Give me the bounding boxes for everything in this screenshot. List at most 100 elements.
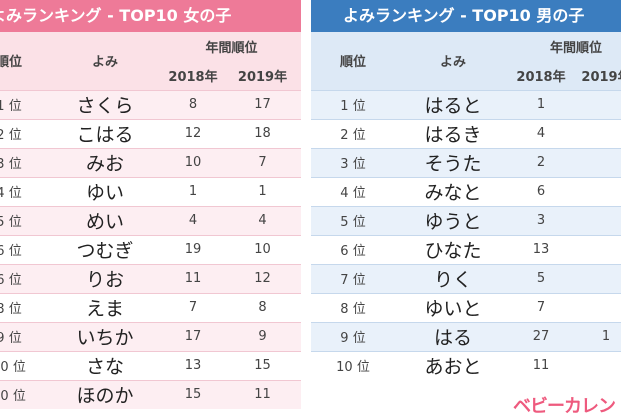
year-2018-cell: 2 [511, 147, 571, 177]
baby-calendar-logo: ベビーカレン [513, 396, 616, 417]
year-2018-cell: 13 [511, 234, 571, 264]
year-2019-cell [571, 263, 621, 293]
rank-header: 順位 [0, 32, 48, 90]
rank-cell: 6 位 [0, 234, 48, 264]
year-2018-cell: 8 [162, 89, 224, 119]
rank-cell: 1 位 [0, 89, 48, 119]
year-2019-cell: 1 [224, 176, 301, 206]
yomi-cell: ゆいと [395, 292, 511, 322]
rank-cell: 10 位 [0, 350, 48, 380]
year-2018-cell: 1 [511, 89, 571, 119]
year-2018-cell: 13 [162, 350, 224, 380]
year-2019-cell [571, 147, 621, 177]
rank-cell: 5 位 [311, 205, 395, 235]
table-row: 6 位ひなた 13 [311, 234, 621, 264]
year-2019-cell: 7 [224, 147, 301, 177]
girls-ranking-table: 順位 よみ 年間順位 2018年 2019年 1 位さくら 8 17 2 位こはる 12… [0, 32, 301, 409]
year-2018-cell: 11 [162, 263, 224, 293]
table-row: 10 位あおと 11 [311, 350, 621, 380]
year-2019-cell: 4 [224, 205, 301, 235]
year-2018-header: 2018年 [162, 61, 224, 90]
yomi-cell: ほのか [48, 379, 162, 409]
table-row: 2 位はるき 4 [311, 118, 621, 148]
boys-title-text: よみランキング - TOP10 男の子 [343, 6, 585, 25]
year-2019-cell [571, 118, 621, 148]
yomi-cell: そうた [395, 147, 511, 177]
year-2018-cell: 15 [162, 379, 224, 409]
rank-cell: 7 位 [311, 263, 395, 293]
yomi-cell: めい [48, 205, 162, 235]
year-2019-cell: 8 [224, 292, 301, 322]
year-2018-cell: 17 [162, 321, 224, 351]
year-2018-cell: 5 [511, 263, 571, 293]
table-row: 6 位りお 11 12 [0, 263, 301, 293]
table-row: 5 位ゆうと 3 [311, 205, 621, 235]
yomi-cell: えま [48, 292, 162, 322]
year-2019-header: 2019年 [571, 61, 621, 90]
year-2019-cell: 17 [224, 89, 301, 119]
rank-cell: 9 位 [0, 321, 48, 351]
year-2018-cell: 11 [511, 350, 571, 380]
year-2018-cell: 12 [162, 118, 224, 148]
table-row: 8 位えま 7 8 [0, 292, 301, 322]
yomi-cell: あおと [395, 350, 511, 380]
girls-ranking-panel: よみランキング - TOP10 女の子 順位 よみ 年間順位 2018年 201… [0, 0, 301, 419]
yomi-cell: みお [48, 147, 162, 177]
year-2018-cell: 19 [162, 234, 224, 264]
annual-rank-header: 年間順位 [162, 32, 301, 61]
rank-cell: 8 位 [311, 292, 395, 322]
rank-cell: 10 位 [311, 350, 395, 380]
table-row: 6 位つむぎ 19 10 [0, 234, 301, 264]
boys-ranking-title: よみランキング - TOP10 男の子 [311, 0, 621, 32]
table-row: 8 位ゆいと 7 [311, 292, 621, 322]
yomi-cell: りく [395, 263, 511, 293]
girls-ranking-title: よみランキング - TOP10 女の子 [0, 0, 301, 32]
girls-title-text: よみランキング - TOP10 女の子 [0, 6, 232, 25]
table-row: 9 位いちか 17 9 [0, 321, 301, 351]
year-2018-cell: 4 [511, 118, 571, 148]
yomi-header: よみ [395, 32, 511, 90]
year-2018-cell: 4 [162, 205, 224, 235]
table-row: 3 位そうた 2 [311, 147, 621, 177]
rank-cell: 10 位 [0, 379, 48, 409]
year-2019-cell: 10 [224, 234, 301, 264]
year-2019-cell: 11 [224, 379, 301, 409]
year-2019-cell: 1 [571, 321, 621, 351]
boys-ranking-panel: よみランキング - TOP10 男の子 順位 よみ 年間順位 2018年 201… [311, 0, 621, 419]
year-2019-cell: 9 [224, 321, 301, 351]
table-row: 4 位みなと 6 [311, 176, 621, 206]
table-row: 1 位はると 1 [311, 89, 621, 119]
year-2019-cell [571, 292, 621, 322]
yomi-cell: はると [395, 89, 511, 119]
year-2019-cell [571, 350, 621, 380]
yomi-cell: さくら [48, 89, 162, 119]
year-2018-cell: 6 [511, 176, 571, 206]
year-2018-header: 2018年 [511, 61, 571, 90]
table-row: 4 位ゆい 1 1 [0, 176, 301, 206]
rank-cell: 8 位 [0, 292, 48, 322]
rank-cell: 2 位 [311, 118, 395, 148]
yomi-cell: つむぎ [48, 234, 162, 264]
yomi-cell: ゆい [48, 176, 162, 206]
year-2018-cell: 10 [162, 147, 224, 177]
yomi-cell: はるき [395, 118, 511, 148]
table-row: 1 位さくら 8 17 [0, 89, 301, 119]
yomi-cell: はる [395, 321, 511, 351]
table-row: 3 位みお 10 7 [0, 147, 301, 177]
yomi-cell: りお [48, 263, 162, 293]
rank-cell: 3 位 [311, 147, 395, 177]
rank-cell: 9 位 [311, 321, 395, 351]
rank-cell: 6 位 [311, 234, 395, 264]
year-2018-cell: 7 [162, 292, 224, 322]
table-row: 9 位はる 27 1 [311, 321, 621, 351]
year-2018-cell: 3 [511, 205, 571, 235]
rank-cell: 6 位 [0, 263, 48, 293]
rank-cell: 1 位 [311, 89, 395, 119]
annual-rank-header: 年間順位 [511, 32, 621, 61]
year-2019-cell [571, 234, 621, 264]
year-2019-cell [571, 205, 621, 235]
table-row: 7 位りく 5 [311, 263, 621, 293]
